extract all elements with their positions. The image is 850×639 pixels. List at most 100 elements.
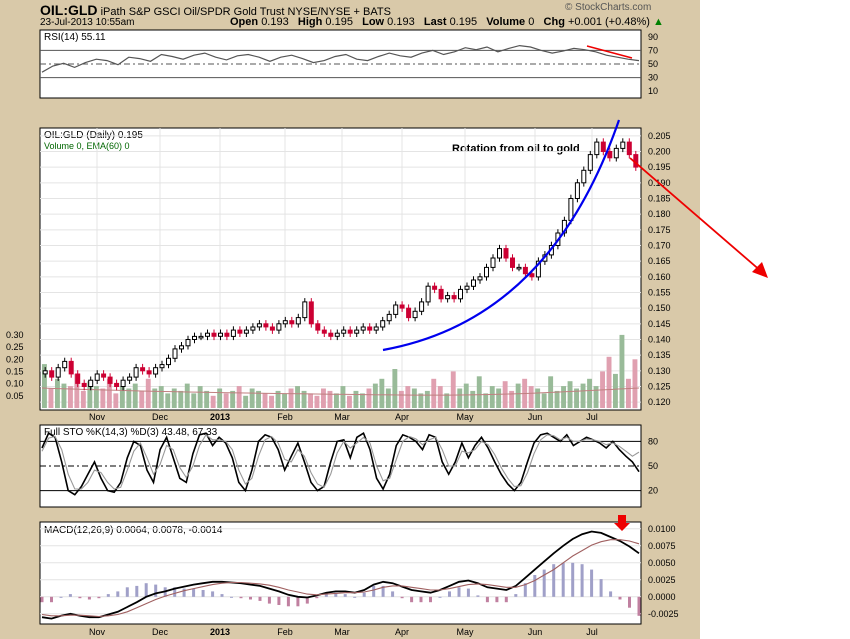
price-tick-label: 0.200	[648, 147, 671, 157]
price-tick-label: 0.135	[648, 350, 671, 360]
volume-bar	[314, 395, 320, 408]
macd-histogram-bar	[514, 594, 518, 597]
candle	[432, 285, 438, 290]
macd-tick-label: 0.0100	[648, 524, 676, 534]
red-arrow-head-icon	[752, 262, 768, 278]
volume-tick-label: 0.25	[6, 342, 24, 352]
security-name: iPath S&P GSCI Oil/SPDR Gold Trust	[100, 6, 285, 18]
macd-histogram-bar	[637, 596, 641, 616]
volume-tick-label: 0.10	[6, 379, 24, 389]
candle	[269, 326, 275, 331]
macd-histogram-bar	[59, 596, 63, 598]
volume-bar	[282, 393, 287, 408]
macd-histogram-bar	[599, 579, 603, 597]
volume-value: 0	[528, 16, 535, 28]
candle	[295, 317, 301, 325]
rsi-tick-label: 90	[648, 32, 658, 42]
volume-bar	[632, 359, 638, 409]
volume-bar	[165, 393, 171, 408]
macd-histogram-bar	[40, 596, 44, 603]
candle	[263, 323, 269, 328]
candle	[341, 329, 347, 334]
candle	[600, 141, 606, 153]
macd-histogram-bar	[315, 596, 319, 599]
candle	[276, 323, 282, 331]
candle	[192, 335, 197, 340]
volume-bar	[262, 393, 268, 408]
volume-bar	[619, 334, 625, 408]
sto-tick-label: 50	[648, 461, 658, 471]
macd-tick-label: 0.0000	[648, 592, 676, 602]
macd-histogram-bar	[182, 588, 186, 597]
candle	[127, 376, 133, 381]
volume-bar	[275, 390, 281, 408]
candle	[140, 367, 146, 372]
macd-histogram-bar	[628, 596, 631, 608]
candle	[367, 326, 373, 331]
macd-histogram-bar	[135, 585, 139, 597]
candle	[438, 288, 444, 300]
candle	[497, 248, 502, 259]
candle	[471, 279, 476, 287]
volume-ema-line	[41, 387, 640, 396]
volume-bar	[68, 386, 73, 408]
volume-bar	[463, 383, 469, 408]
price-tick-label: 0.175	[648, 225, 671, 235]
price-x-label: Mar	[334, 412, 350, 422]
volume-tick-label: 0.20	[6, 354, 24, 364]
macd-line	[41, 530, 640, 620]
candle	[107, 376, 113, 384]
candle	[101, 373, 107, 378]
volume-bar	[145, 378, 151, 409]
candle	[458, 288, 463, 300]
macd-x-label: May	[456, 627, 474, 637]
volume-bar	[593, 386, 599, 408]
macd-histogram-bar	[173, 587, 177, 597]
price-x-label: 2013	[210, 412, 230, 422]
volume-bar	[561, 386, 566, 408]
candle	[172, 348, 178, 359]
macd-histogram-bar	[87, 596, 91, 600]
macd-histogram-bar	[97, 596, 101, 599]
volume-bar	[470, 390, 476, 408]
candle	[68, 360, 74, 375]
volume-bar	[483, 393, 489, 408]
candle	[185, 339, 191, 347]
sto-d-line	[41, 433, 640, 490]
price-tick-label: 0.140	[648, 335, 671, 345]
macd-histogram-bar	[334, 592, 338, 597]
macd-histogram-bar	[249, 596, 252, 600]
macd-histogram-bar	[391, 591, 395, 597]
volume-bar	[217, 388, 223, 408]
price-x-label: Feb	[277, 412, 293, 422]
price-panel	[39, 127, 642, 411]
volume-bar	[87, 381, 93, 408]
macd-histogram-bar	[116, 591, 120, 597]
candle	[250, 326, 256, 331]
volume-bar	[392, 369, 398, 408]
candle	[522, 266, 528, 275]
macd-arrow-stem	[618, 515, 626, 523]
macd-histogram-bar	[286, 596, 290, 607]
volume-bar	[457, 388, 463, 408]
candle	[81, 382, 87, 387]
macd-histogram-bar	[353, 596, 357, 598]
blue-parabolic-curve	[382, 119, 621, 352]
sto-k-line	[41, 432, 640, 496]
macd-title: MACD(12,26,9) 0.0064, 0.0078, -0.0014	[44, 525, 223, 536]
macd-histogram-bar	[523, 583, 527, 597]
symbol: OIL:GLD	[40, 2, 98, 18]
low-label: Low	[362, 16, 385, 28]
macd-down-arrow-icon	[614, 523, 630, 531]
volume-bar	[437, 386, 443, 408]
price-tick-label: 0.170	[648, 241, 671, 251]
candle	[198, 335, 204, 339]
macd-histogram-bar	[448, 591, 451, 597]
annotation-text: Rotation from oil to gold	[452, 143, 580, 155]
macd-histogram-bar	[571, 562, 575, 597]
macd-histogram-bar	[258, 596, 262, 601]
price-tick-label: 0.150	[648, 303, 671, 313]
candle	[166, 357, 171, 366]
volume-bar	[405, 386, 411, 408]
